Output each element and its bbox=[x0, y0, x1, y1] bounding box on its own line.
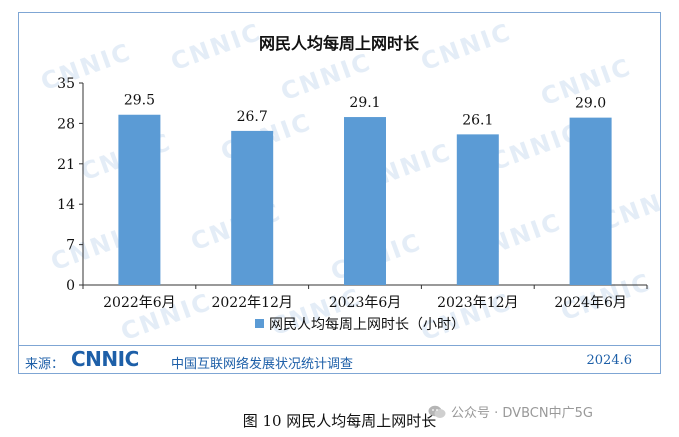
figure-caption: 图 10 网民人均每周上网时长 bbox=[242, 412, 437, 430]
wechat-account-text: 公众号 · DVBCN中广5G bbox=[451, 406, 593, 421]
data-label: 26.7 bbox=[237, 109, 268, 125]
wechat-icon bbox=[428, 405, 446, 418]
y-tick-label: 0 bbox=[66, 278, 75, 294]
data-label: 29.0 bbox=[575, 96, 606, 112]
x-tick-label: 2022年6月 bbox=[103, 295, 176, 311]
bar bbox=[231, 130, 274, 285]
data-label: 29.5 bbox=[124, 93, 155, 109]
source-label: 来源： bbox=[25, 357, 65, 372]
x-tick-label: 2023年12月 bbox=[437, 295, 518, 311]
legend-swatch bbox=[255, 319, 264, 328]
chart-title: 网民人均每周上网时长 bbox=[259, 34, 420, 53]
source-name: 中国互联网络发展状况统计调查 bbox=[171, 357, 354, 372]
x-tick-label: 2022年12月 bbox=[211, 295, 292, 311]
y-tick-label: 7 bbox=[66, 238, 75, 254]
data-label: 29.1 bbox=[349, 95, 380, 111]
bar bbox=[118, 114, 161, 285]
bar bbox=[569, 117, 612, 285]
bar bbox=[456, 134, 499, 285]
bar-chart: 网民人均每周上网时长 0 7 14 21 28 35 29.5 2022年6月 26.7 2022年… bbox=[57, 34, 648, 333]
x-tick-label: 2023年6月 bbox=[329, 295, 402, 311]
cnnic-logo: CNNIC bbox=[71, 347, 139, 371]
y-tick-label: 14 bbox=[57, 197, 75, 213]
y-tick-label: 28 bbox=[57, 116, 75, 132]
footer-divider bbox=[19, 345, 660, 346]
x-tick-label: 2024年6月 bbox=[554, 295, 627, 311]
wechat-account-overlay: 公众号 · DVBCN中广5G bbox=[428, 402, 593, 421]
data-label: 26.1 bbox=[462, 112, 493, 128]
bar bbox=[344, 117, 386, 286]
chart-frame: CNNIC CNNIC CNNIC CNNIC CNNIC CNNIC CNNIC CNNIC… bbox=[18, 12, 661, 374]
source-date: 2024.6 bbox=[586, 353, 633, 368]
y-tick-label: 21 bbox=[57, 157, 75, 173]
y-tick-label: 35 bbox=[57, 76, 75, 92]
legend-label: 网民人均每周上网时长（小时） bbox=[269, 317, 465, 333]
